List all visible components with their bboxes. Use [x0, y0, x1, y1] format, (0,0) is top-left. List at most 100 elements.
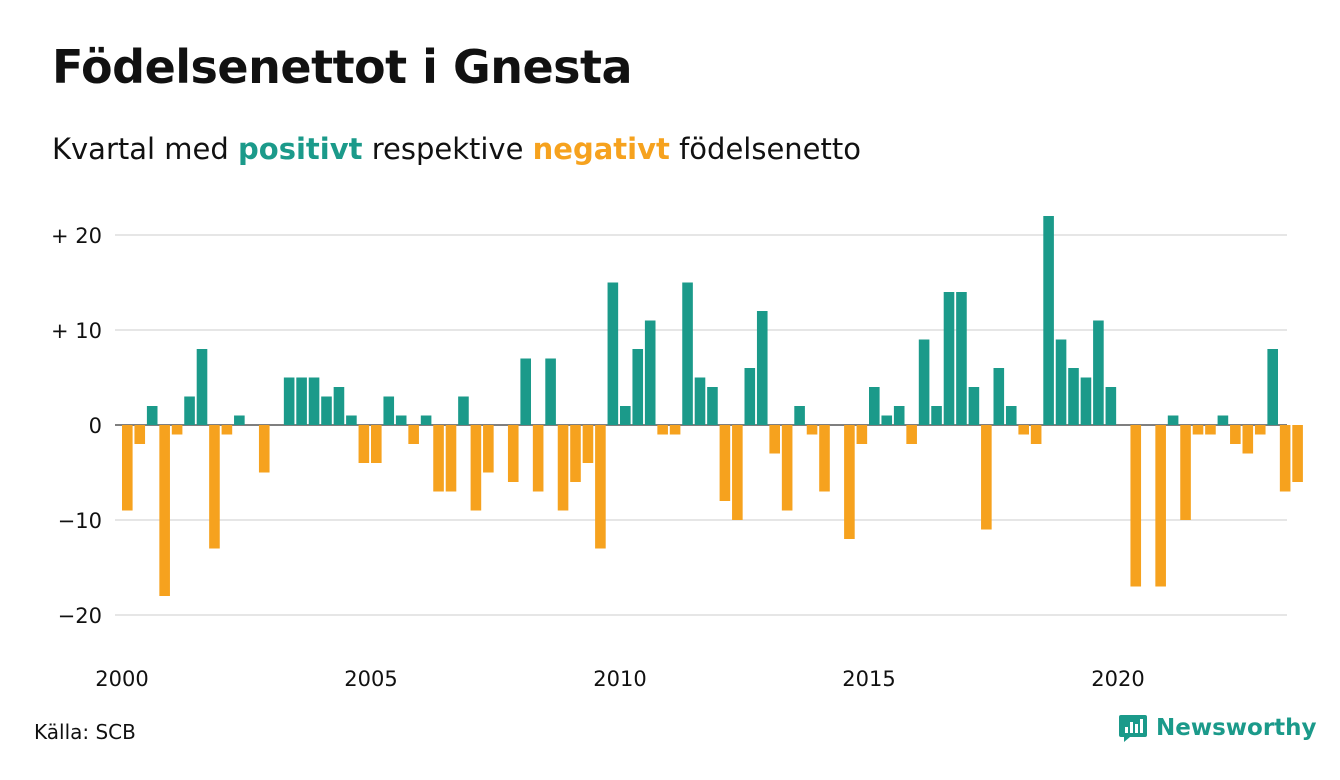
bar: [620, 406, 631, 425]
bar: [221, 425, 233, 435]
y-tick-label: + 20: [51, 224, 102, 248]
bar: [1030, 425, 1042, 444]
bar: [1043, 216, 1054, 425]
bar: [707, 387, 718, 425]
x-tick-label: 2015: [842, 667, 895, 691]
bar: [171, 425, 183, 435]
bar: [1192, 425, 1204, 435]
chart-subtitle: Kvartal med positivt respektive negativt…: [52, 132, 861, 166]
bar: [943, 292, 955, 425]
bar: [557, 425, 569, 511]
bar: [308, 377, 320, 425]
x-tick-label: 2000: [95, 667, 148, 691]
bar: [1279, 425, 1291, 492]
brand-name: Newsworthy: [1156, 715, 1317, 741]
bar: [1205, 425, 1216, 435]
y-tick-label: −10: [58, 509, 102, 533]
bar: [893, 406, 905, 425]
bar: [371, 425, 382, 463]
bar: [296, 377, 307, 425]
bar: [719, 425, 731, 501]
bar: [545, 358, 556, 425]
bar: [1005, 406, 1017, 425]
bar: [732, 425, 743, 520]
bar: [981, 425, 992, 530]
source-note: Källa: SCB: [34, 720, 136, 744]
bar: [234, 415, 245, 425]
subtitle-suffix: födelsenetto: [679, 132, 861, 166]
bar: [1167, 415, 1179, 425]
bar: [146, 406, 158, 425]
bar: [794, 406, 805, 425]
bar: [906, 425, 917, 444]
bar: [1217, 415, 1229, 425]
bar: [993, 368, 1005, 425]
bar: [806, 425, 818, 435]
newsworthy-logo-icon: [1119, 715, 1147, 742]
bar: [582, 425, 594, 463]
bar: [1230, 425, 1241, 444]
bar: [682, 282, 693, 425]
bar: [1130, 425, 1142, 587]
bar: [881, 415, 893, 425]
bar-chart: + 20 + 10 0 −10 −20 2000 2005 2010 2015 2020: [51, 216, 1303, 691]
bar: [122, 425, 133, 511]
bar: [744, 368, 756, 425]
bar: [968, 387, 980, 425]
bar: [756, 311, 768, 425]
bar: [520, 358, 531, 425]
bar: [1105, 387, 1117, 425]
bar: [209, 425, 220, 549]
bar: [769, 425, 780, 454]
bar: [644, 320, 656, 425]
y-tick-label: 0: [89, 414, 102, 438]
y-tick-label: −20: [58, 604, 102, 628]
bar: [321, 396, 332, 425]
bar: [1055, 339, 1067, 425]
bar: [458, 396, 469, 425]
bar: [570, 425, 581, 482]
brand-logo: Newsworthy: [1118, 713, 1317, 743]
bar: [819, 425, 830, 492]
subtitle-negative: negativt: [532, 132, 670, 166]
bar: [507, 425, 519, 482]
bar: [1242, 425, 1254, 454]
bar: [159, 425, 170, 596]
bar: [595, 425, 606, 549]
bar: [258, 425, 270, 473]
bar: [445, 425, 457, 492]
bar: [1292, 425, 1303, 482]
bar: [134, 425, 146, 444]
bar: [358, 425, 370, 463]
bar: [1254, 425, 1266, 435]
bar: [694, 377, 706, 425]
bar: [383, 396, 395, 425]
bar: [1080, 377, 1092, 425]
bar: [918, 339, 930, 425]
x-axis: 2000 2005 2010 2015 2020: [95, 667, 1144, 691]
bar: [1093, 320, 1104, 425]
bar: [433, 425, 444, 492]
bar: [956, 292, 967, 425]
bar: [632, 349, 644, 425]
bar: [283, 377, 295, 425]
bar: [346, 415, 357, 425]
bar: [420, 415, 432, 425]
subtitle-prefix: Kvartal med: [52, 132, 229, 166]
bar: [532, 425, 544, 492]
bar: [844, 425, 855, 539]
bar: [856, 425, 868, 444]
x-tick-label: 2020: [1091, 667, 1144, 691]
bar: [184, 396, 195, 425]
y-tick-label: + 10: [51, 319, 102, 343]
bar: [333, 387, 345, 425]
bar: [470, 425, 482, 511]
bar: [395, 415, 407, 425]
y-axis: + 20 + 10 0 −10 −20: [51, 224, 102, 628]
subtitle-positive: positivt: [238, 132, 363, 166]
bar: [669, 425, 681, 435]
bar: [483, 425, 494, 473]
bar: [196, 349, 208, 425]
bar: [869, 387, 880, 425]
bar: [408, 425, 419, 444]
